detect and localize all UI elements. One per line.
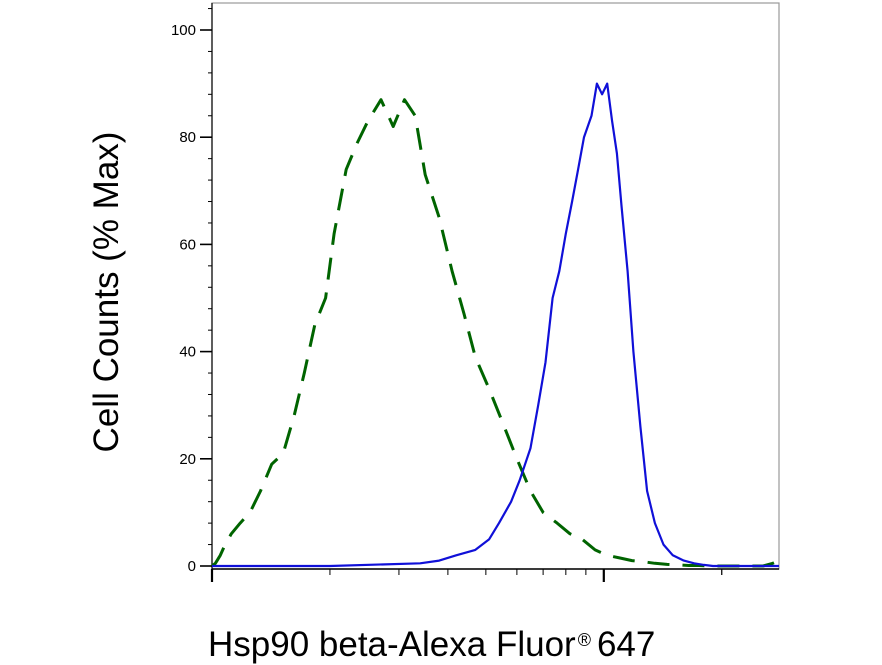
- y-axis-title: Cell Counts (% Max): [87, 132, 126, 453]
- x-axis: [210, 568, 779, 582]
- y-tick-label: 60: [179, 236, 196, 253]
- x-axis-title-suffix: 647: [597, 625, 655, 664]
- y-axis: 0 20 40 60 80 100: [171, 3, 213, 575]
- y-tick-label: 80: [179, 129, 196, 146]
- x-axis-title-main: Hsp90 beta-Alexa Fluor: [208, 625, 576, 664]
- series-line-dashed: [211, 98, 780, 568]
- y-tick-label: 40: [179, 344, 196, 361]
- x-axis-title-registered: ®: [578, 630, 591, 650]
- y-tick-label: 100: [171, 22, 196, 39]
- plot-frame: [211, 2, 780, 570]
- y-tick-label: 20: [179, 451, 196, 468]
- x-axis-title: Hsp90 beta-Alexa Fluor ® 647: [208, 625, 655, 664]
- series-line-solid: [212, 82, 779, 568]
- series-layer: [211, 82, 780, 568]
- y-tick-label: 0: [188, 558, 196, 575]
